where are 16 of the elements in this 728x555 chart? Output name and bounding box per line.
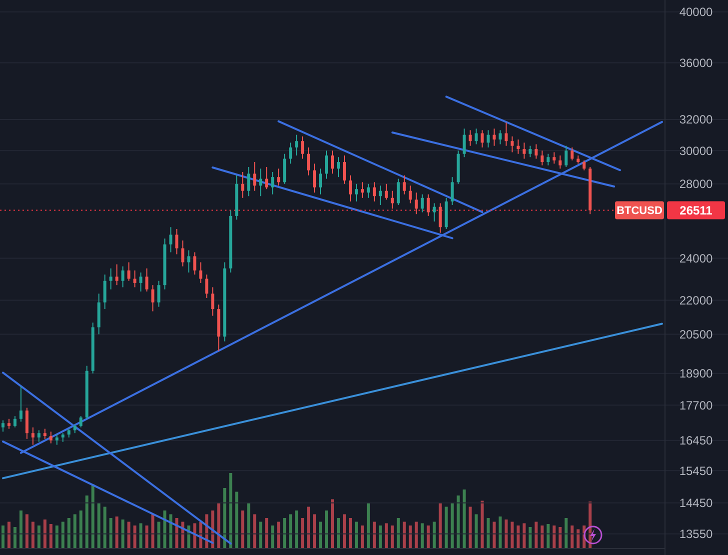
y-tick-label: 40000 (679, 5, 714, 20)
y-tick-label: 18900 (679, 366, 714, 381)
y-tick-label: 24000 (679, 251, 714, 266)
y-tick-label: 32000 (679, 112, 714, 127)
y-tick-label: 22000 (679, 293, 714, 308)
y-tick-label: 13550 (679, 527, 714, 542)
text: BTCUSD (616, 205, 662, 218)
y-tick-label: 17700 (679, 398, 714, 412)
y-tick-label: 30000 (679, 144, 714, 158)
y-tick-label: 14450 (679, 496, 714, 510)
y-tick-label: 36000 (679, 56, 714, 70)
y-tick-label: 20500 (679, 327, 714, 342)
y-tick-label: 28000 (679, 177, 714, 192)
y-tick-label: 16450 (679, 434, 714, 448)
ref-line-label: 26511 (680, 203, 713, 218)
y-tick-label: 15450 (679, 464, 714, 478)
